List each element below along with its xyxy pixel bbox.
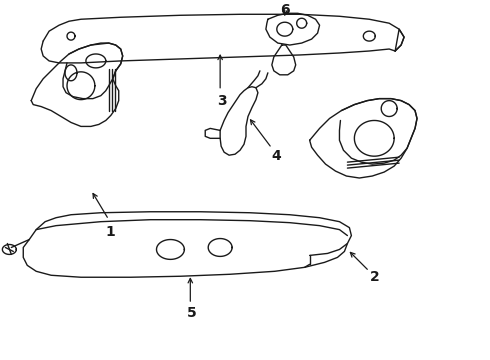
Text: 3: 3 — [218, 94, 227, 108]
Text: 2: 2 — [369, 270, 379, 284]
Text: 4: 4 — [271, 149, 281, 163]
Text: 6: 6 — [280, 3, 290, 17]
Text: 1: 1 — [106, 225, 116, 239]
Text: 5: 5 — [186, 306, 196, 320]
